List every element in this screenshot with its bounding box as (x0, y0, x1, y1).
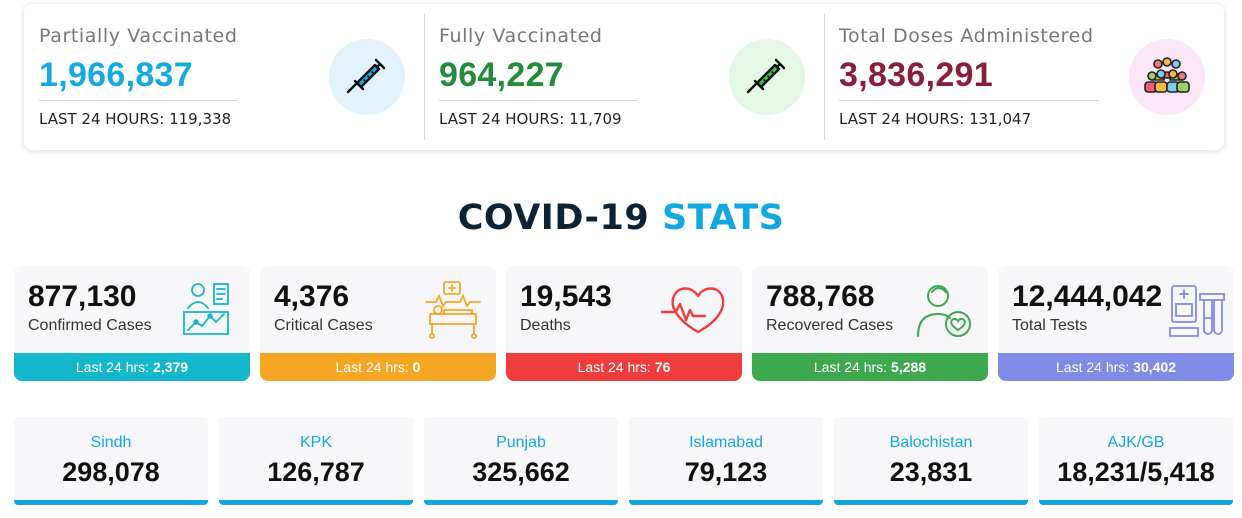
vax-value: 964,227 (439, 56, 565, 94)
last24-value: 2,379 (153, 359, 189, 375)
province-card-kpk[interactable]: KPK 126,787 (219, 417, 413, 505)
stat-label: Critical Cases (274, 317, 373, 334)
vax-last24: LAST 24 HOURS: 119,338 (39, 110, 232, 128)
stat-last24: Last 24 hrs: 5,288 (752, 353, 988, 381)
province-card-punjab[interactable]: Punjab 325,662 (424, 417, 618, 505)
province-value: 18,231/5,418 (1057, 457, 1215, 487)
vax-title: Partially Vaccinated (39, 25, 238, 47)
stat-label: Total Tests (1012, 317, 1088, 334)
title-part-1: COVID-19 (457, 198, 650, 238)
patient-chart-icon (176, 278, 238, 340)
heart-rate-icon (660, 278, 738, 340)
province-card-islamabad[interactable]: Islamabad 79,123 (629, 417, 823, 505)
total-tests-card: 12,444,042 Total Tests Last 24 hrs: 30,4… (998, 266, 1234, 381)
vax-last24: LAST 24 HOURS: 11,709 (439, 110, 622, 128)
stat-last24: Last 24 hrs: 76 (506, 353, 742, 381)
title-part-2: STATS (661, 198, 785, 238)
stat-last24: Last 24 hrs: 30,402 (998, 353, 1234, 381)
vaccination-panel: Partially Vaccinated 1,966,837 LAST 24 H… (24, 4, 1224, 150)
critical-cases-card: 4,376 Critical Cases Last 24 hrs: 0 (260, 266, 496, 381)
people-group-icon (1129, 39, 1205, 115)
province-card-balochistan[interactable]: Balochistan 23,831 (834, 417, 1028, 505)
total-doses-card: Total Doses Administered 3,836,291 LAST … (824, 4, 1224, 150)
province-name: Punjab (496, 434, 546, 451)
stat-label: Confirmed Cases (28, 317, 152, 334)
vax-title: Fully Vaccinated (439, 25, 603, 47)
stat-label: Deaths (520, 317, 571, 334)
province-value: 126,787 (267, 457, 365, 487)
vax-value: 3,836,291 (839, 56, 993, 94)
confirmed-cases-card: 877,130 Confirmed Cases Last 24 hrs: 2,3… (14, 266, 250, 381)
province-name: Sindh (90, 434, 132, 451)
stat-last24: Last 24 hrs: 2,379 (14, 353, 250, 381)
deaths-card: 19,543 Deaths Last 24 hrs: 76 (506, 266, 742, 381)
vax-title: Total Doses Administered (839, 25, 1094, 47)
fully-vaccinated-card: Fully Vaccinated 964,227 LAST 24 HOURS: … (424, 4, 824, 150)
recovered-cases-card: 788,768 Recovered Cases Last 24 hrs: 5,2… (752, 266, 988, 381)
last24-label: Last 24 hrs: (813, 359, 888, 375)
test-kit-icon (1166, 278, 1228, 340)
stat-value: 12,444,042 (1012, 280, 1163, 313)
last24-value: 5,288 (891, 359, 927, 375)
province-value: 325,662 (472, 457, 570, 487)
syringe-icon (729, 39, 805, 115)
province-value: 23,831 (889, 457, 973, 487)
divider (839, 100, 1099, 101)
partially-vaccinated-card: Partially Vaccinated 1,966,837 LAST 24 H… (24, 4, 424, 150)
last24-label: Last 24 hrs: (1056, 359, 1130, 375)
stat-value: 788,768 (766, 280, 875, 313)
province-name: Balochistan (889, 434, 973, 451)
vax-value: 1,966,837 (39, 56, 193, 94)
last24-label: Last 24 hrs: (577, 359, 651, 375)
recovered-person-icon (914, 278, 976, 340)
province-value: 298,078 (62, 457, 160, 487)
province-name: KPK (299, 434, 332, 451)
page-title: COVID-19 STATS (0, 198, 1242, 238)
last24-value: 76 (654, 359, 671, 375)
divider (39, 100, 237, 101)
province-card-sindh[interactable]: Sindh 298,078 (14, 417, 208, 505)
stat-value: 877,130 (28, 280, 137, 313)
syringe-icon (329, 39, 405, 115)
stat-value: 4,376 (274, 280, 350, 313)
vax-last24: LAST 24 HOURS: 131,047 (839, 110, 1032, 128)
last24-label: Last 24 hrs: (335, 359, 409, 375)
province-name: AJK/GB (1107, 434, 1165, 451)
province-name: Islamabad (689, 434, 763, 451)
hospital-bed-icon (422, 278, 484, 340)
last24-value: 30,402 (1133, 359, 1176, 375)
province-card-ajk-gb[interactable]: AJK/GB 18,231/5,418 (1039, 417, 1233, 505)
divider (439, 100, 637, 101)
last24-label: Last 24 hrs: (75, 359, 150, 375)
stat-label: Recovered Cases (766, 317, 894, 334)
stat-last24: Last 24 hrs: 0 (260, 353, 496, 381)
province-value: 79,123 (684, 457, 768, 487)
stat-value: 19,543 (520, 280, 612, 313)
last24-value: 0 (412, 359, 421, 375)
